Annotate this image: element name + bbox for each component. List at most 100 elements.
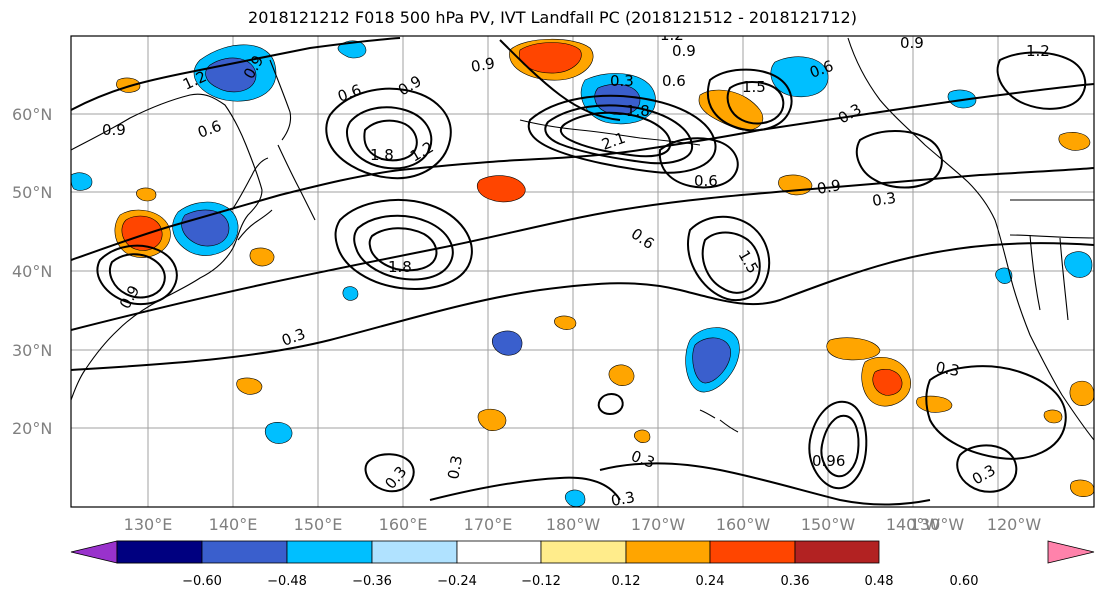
- contour-line: [658, 137, 739, 189]
- strong-positive-patch: [872, 369, 903, 396]
- contour-label: 1.8: [370, 146, 394, 164]
- contour-line: [71, 242, 1094, 371]
- contour-line: [325, 87, 452, 180]
- contour-label: 1.8: [388, 258, 412, 276]
- colorbar-tick: 0.60: [950, 574, 979, 589]
- lon-label: 130°E: [124, 515, 173, 534]
- lon-label: 120°W: [987, 515, 1042, 534]
- colorbar-tick: 0.24: [696, 574, 725, 589]
- contour-line: [687, 215, 771, 302]
- negative-patch: [337, 40, 367, 59]
- contour-line: [820, 414, 860, 478]
- contour-line: [544, 104, 694, 165]
- coastlines: [71, 37, 1094, 441]
- contour-line: [96, 244, 178, 306]
- colorbar-tick: −0.24: [437, 574, 477, 589]
- contour-line: [334, 199, 473, 290]
- contour-label: 0.9: [816, 176, 843, 198]
- colorbar-extension-min: [70, 540, 118, 564]
- contour-label: 0.6: [694, 172, 718, 190]
- lon-label: 170°W: [631, 515, 686, 534]
- asia-coast: [71, 93, 263, 401]
- map-frame: [70, 35, 1095, 508]
- colorbar-segment: [794, 540, 880, 564]
- contour-line: [597, 393, 624, 416]
- contour-label: 1.2: [660, 26, 684, 44]
- positive-patch: [249, 247, 275, 267]
- contour-label: 0.9: [470, 54, 497, 76]
- lat-label: 40°N: [12, 262, 52, 281]
- contour-line: [429, 476, 621, 501]
- colorbar-ticks: −0.60 −0.48 −0.36 −0.24 −0.12 0.12 0.24 …: [182, 574, 978, 589]
- anomaly-shading: [71, 38, 1094, 507]
- contour-line: [925, 365, 1067, 460]
- contour-line: [368, 227, 438, 272]
- positive-patch: [633, 429, 651, 443]
- positive-patch: [1070, 479, 1094, 497]
- positive-patch: [477, 408, 507, 431]
- contour-label: 0.9: [102, 121, 126, 139]
- negative-patch: [947, 89, 977, 109]
- negative-patch: [564, 489, 586, 507]
- japan-coast: [231, 157, 273, 241]
- lon-label: 160°W: [716, 515, 771, 534]
- negative-patch: [71, 172, 93, 191]
- positive-patch: [236, 377, 263, 395]
- contour-line: [71, 167, 1094, 331]
- contour-label: 1.8: [626, 102, 650, 120]
- positive-patch: [554, 315, 577, 330]
- negative-patch: [1064, 251, 1093, 278]
- contour-line: [345, 106, 433, 170]
- contour-line: [701, 231, 761, 294]
- contour-line: [956, 444, 1018, 493]
- contour-line: [599, 462, 931, 506]
- colorbar-segment: [456, 540, 542, 564]
- contour-label: 0.3: [934, 358, 961, 380]
- lon-label: 140°W: [886, 515, 941, 534]
- hawaii-islands: [699, 409, 739, 433]
- contour-line: [855, 130, 943, 189]
- contour-line: [363, 119, 418, 162]
- colorbar: [70, 540, 1095, 564]
- negative-patch: [264, 422, 293, 444]
- colorbar-segment: [201, 540, 288, 564]
- lon-label: 150°E: [294, 515, 343, 534]
- us-states: [1009, 234, 1094, 321]
- positive-patch: [477, 175, 526, 203]
- colorbar-segment: [540, 540, 627, 564]
- colorbar-tick: 0.48: [865, 574, 894, 589]
- colorbar-tick: −0.36: [352, 574, 392, 589]
- kamchatka-coast: [269, 59, 292, 141]
- colorbar-tick: −0.60: [182, 574, 222, 589]
- colorbar-tick: 0.12: [612, 574, 641, 589]
- contour-label: 0.3: [610, 488, 637, 510]
- colorbar-segment: [116, 540, 203, 564]
- contour-line: [364, 453, 415, 493]
- lon-label: 170°E: [464, 515, 513, 534]
- positive-patch: [1069, 380, 1094, 406]
- longitude-labels: 130°E 140°E 150°E 160°E 170°E 180°W 170°…: [124, 515, 1042, 534]
- lat-label: 20°N: [12, 419, 52, 438]
- negative-patch: [491, 330, 523, 356]
- positive-patch: [608, 364, 635, 386]
- pv-contours: [71, 37, 1094, 506]
- contour-line: [353, 214, 454, 281]
- colorbar-extension-max: [1047, 540, 1095, 564]
- negative-patch: [770, 56, 829, 98]
- lat-label: 30°N: [12, 341, 52, 360]
- lon-label: 150°W: [801, 515, 856, 534]
- gridlines: [71, 36, 1094, 507]
- lon-label: 160°E: [379, 515, 428, 534]
- contour-label: 0.9: [900, 34, 924, 52]
- contour-label: 0.3: [610, 72, 634, 90]
- colorbar-segment: [371, 540, 458, 564]
- lat-label: 50°N: [12, 183, 52, 202]
- positive-patch: [826, 337, 881, 361]
- colorbar-tick: −0.48: [267, 574, 307, 589]
- strong-negative-patch: [692, 337, 731, 384]
- contour-line: [808, 400, 868, 490]
- lat-label: 60°N: [12, 105, 52, 124]
- positive-patch: [1058, 132, 1091, 151]
- contour-line: [527, 94, 717, 174]
